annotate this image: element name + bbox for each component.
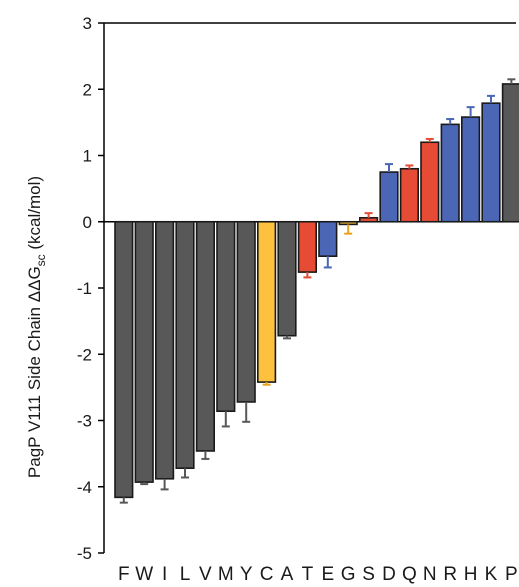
y-tick-label: -2 (77, 345, 92, 364)
bar-I (155, 220, 175, 480)
category-label: C (260, 564, 274, 585)
error-bar-L (181, 468, 189, 479)
category-label: H (464, 564, 478, 585)
bar-V (195, 220, 216, 452)
bar-H (460, 116, 481, 223)
y-tick-label: -1 (77, 279, 92, 298)
y-tick-label: 3 (83, 14, 92, 33)
bars (114, 83, 519, 499)
category-label: F (118, 564, 130, 585)
category-label: Y (240, 564, 253, 585)
error-bar-M (221, 411, 230, 428)
category-label: I (162, 564, 167, 585)
error-bar-I (160, 478, 169, 491)
bar-D (379, 171, 399, 223)
category-label: L (180, 564, 191, 585)
category-label: Q (402, 564, 417, 585)
error-bar-A (283, 335, 291, 340)
bar-G (338, 220, 358, 226)
category-label: D (382, 564, 396, 585)
category-label: S (362, 564, 375, 585)
bar-C (256, 220, 277, 383)
bar-A (277, 220, 297, 337)
category-label: G (341, 564, 356, 585)
bar-L (175, 220, 195, 469)
bar-W (134, 220, 154, 483)
bar-Q (399, 167, 420, 223)
error-bar-H (466, 106, 475, 118)
y-axis: -5 -4 -3 -2 -1 0 1 2 3 (77, 14, 516, 563)
bar-N (420, 141, 440, 223)
category-label: R (443, 564, 457, 585)
error-bar-E (323, 256, 332, 269)
y-tick-label: 2 (83, 80, 92, 99)
error-bar-C (262, 382, 271, 386)
category-label: W (135, 564, 153, 585)
error-bar-T (303, 272, 312, 279)
error-bar-K (487, 94, 495, 104)
bar-R (440, 123, 460, 223)
error-bar-S (364, 212, 373, 218)
error-bar-G (344, 224, 353, 235)
bar-E (318, 220, 338, 258)
bar-Y (236, 220, 256, 403)
bar-F (114, 220, 134, 499)
category-label: N (423, 564, 437, 585)
y-ticks: -5 -4 -3 -2 -1 0 1 2 3 (77, 14, 104, 563)
error-bar-Q (405, 164, 414, 169)
bar-M (216, 220, 236, 413)
category-label: K (485, 564, 498, 585)
category-label: E (321, 564, 334, 585)
category-label: T (302, 564, 314, 585)
error-bar-V (201, 450, 210, 460)
bar-T (297, 220, 318, 273)
error-bar-Y (242, 401, 251, 423)
category-label: M (218, 564, 234, 585)
error-bar-N (425, 137, 434, 143)
y-axis-title: PagP V111 Side Chain ΔΔGsc (kcal/mol) (25, 176, 48, 478)
error-bar-R (446, 118, 455, 125)
y-tick-label: -4 (77, 478, 92, 497)
y-tick-label: -3 (77, 412, 92, 431)
bar-S (358, 216, 379, 223)
category-label: P (505, 564, 518, 585)
bar-P (501, 83, 519, 223)
y-tick-label: 1 (83, 147, 92, 166)
category-label: V (199, 564, 212, 585)
error-bar-W (140, 482, 149, 486)
error-bars (119, 78, 516, 504)
y-tick-label: -5 (77, 544, 92, 563)
category-label: A (281, 564, 294, 585)
y-tick-label: 0 (83, 213, 92, 232)
bar-K (481, 102, 501, 223)
error-bar-F (119, 497, 128, 504)
error-bar-P (507, 78, 516, 84)
error-bar-D (385, 163, 393, 173)
